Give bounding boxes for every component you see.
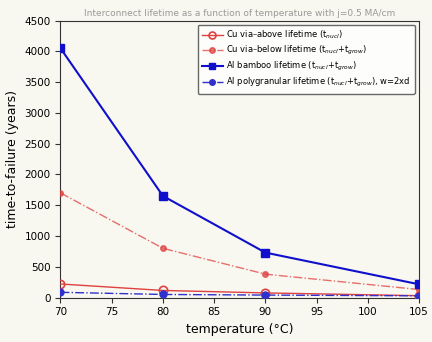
- Y-axis label: time-to-failure (years): time-to-failure (years): [6, 90, 19, 228]
- X-axis label: temperature (°C): temperature (°C): [186, 323, 293, 336]
- Legend: Cu via–above lifetime (t$_{nucl}$), Cu via–below lifetime (t$_{nucl}$+t$_{grow}$: Cu via–above lifetime (t$_{nucl}$), Cu v…: [198, 25, 415, 94]
- Title: Interconnect lifetime as a function of temperature with j=0.5 MA/cm: Interconnect lifetime as a function of t…: [84, 9, 395, 18]
